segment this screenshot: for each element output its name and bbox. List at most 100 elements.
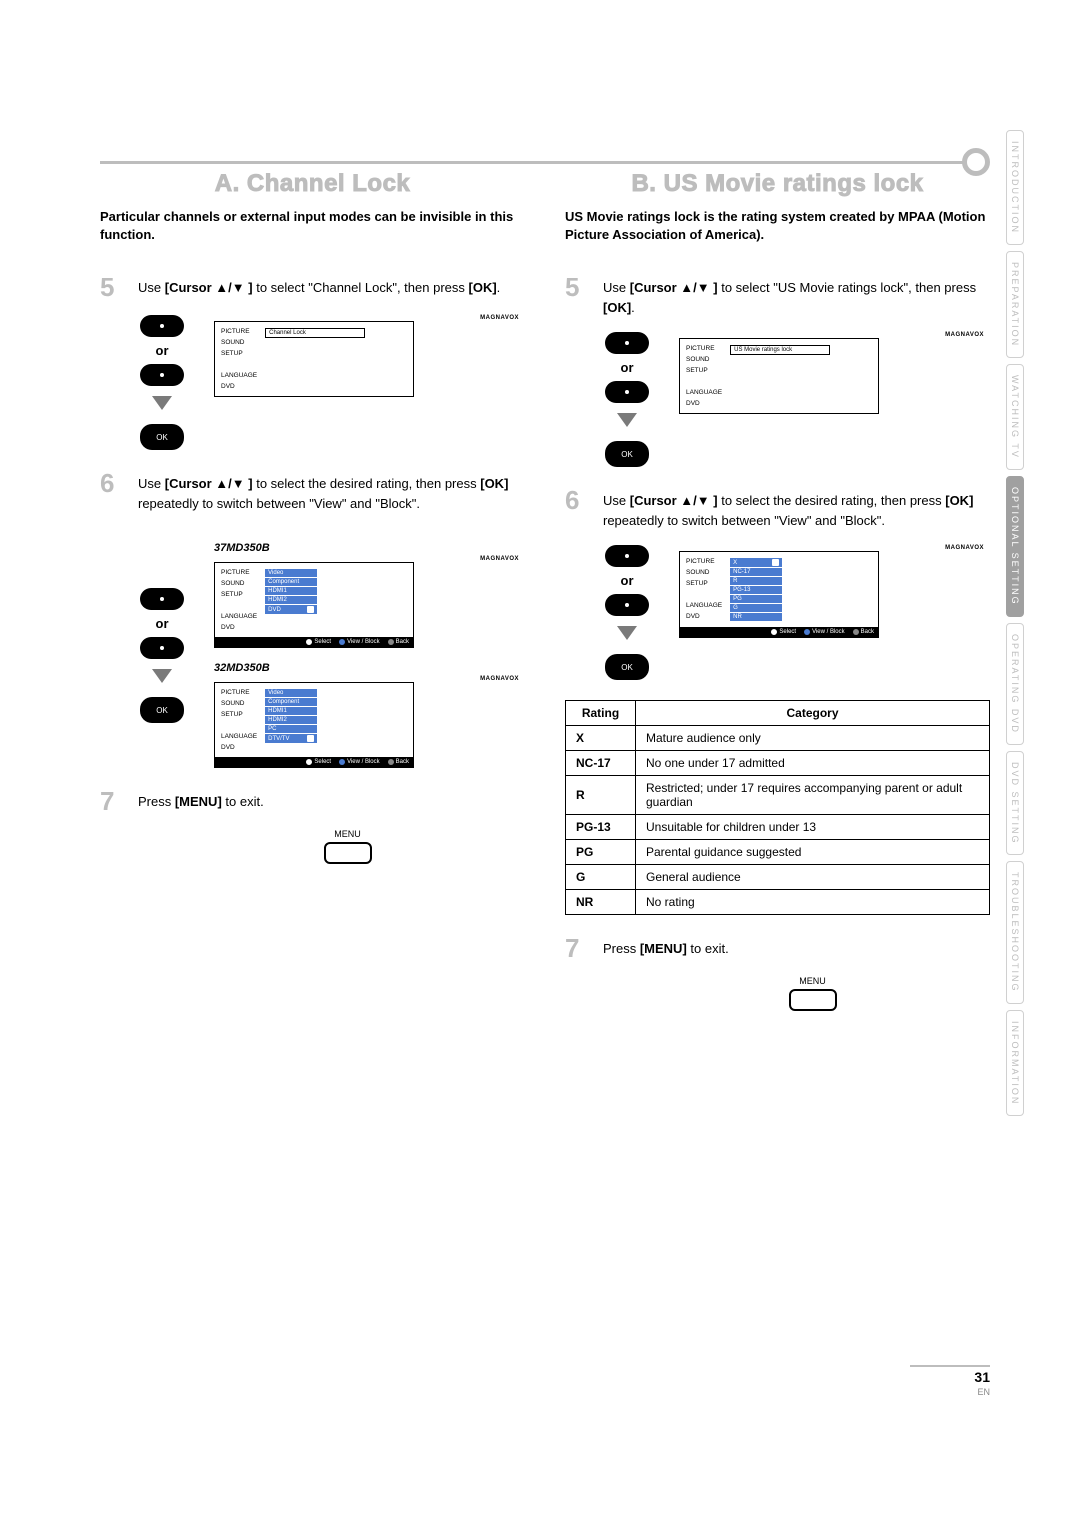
remote-control: or OK: [140, 588, 184, 723]
lock-icon: [307, 606, 314, 613]
category-cell: No rating: [636, 890, 990, 915]
menu-blue-item[interactable]: Component: [265, 698, 317, 706]
cursor-down-button[interactable]: [605, 381, 649, 403]
menu-panel-us-movie: PICTURESOUNDSETUP LANGUAGEDVD US Movie r…: [679, 338, 879, 414]
cursor-up-button[interactable]: [605, 332, 649, 354]
menu-blue-item[interactable]: NR: [730, 613, 782, 621]
menu-footer: Select View / Block Back: [215, 757, 413, 767]
menu-blue-item[interactable]: HDMI2: [265, 596, 317, 604]
remote-menu-b6: or OK MAGNAVOX PICTURESOUNDSETUP LANGUAG…: [605, 545, 990, 680]
side-tab[interactable]: OPTIONAL SETTING: [1006, 476, 1024, 617]
menu-left-item: LANGUAGE: [686, 602, 722, 609]
cursor-down-button[interactable]: [140, 637, 184, 659]
remote-menu-a6: or OK 37MD350B MAGNAVOX PICTURESOUNDSETU…: [140, 528, 525, 768]
menu-blue-item[interactable]: DTV/TV: [265, 734, 317, 743]
menu-button-shape[interactable]: [789, 989, 837, 1011]
menu-panel-ratings: PICTURESOUNDSETUP LANGUAGEDVD XNC-17RPG-…: [679, 551, 879, 638]
side-tab[interactable]: PREPARATION: [1006, 251, 1024, 358]
menu-blue-item[interactable]: Component: [265, 578, 317, 586]
remote-control: or OK: [605, 545, 649, 680]
menu-left-item: [221, 602, 257, 609]
menu-option-channel-lock[interactable]: Channel Lock: [265, 328, 365, 338]
menu-left-item: [221, 722, 257, 729]
menu-right-list: VideoComponentHDMI1HDMI2PCDTV/TV: [265, 689, 407, 751]
step-b7: 7 Press [MENU] to exit.: [565, 935, 990, 961]
menu-left-item: LANGUAGE: [221, 613, 257, 620]
ok-button[interactable]: OK: [140, 424, 184, 450]
menu-option-us-movie[interactable]: US Movie ratings lock: [730, 345, 830, 355]
menu-left-item: LANGUAGE: [221, 372, 257, 379]
step-number: 5: [100, 274, 126, 300]
ok-button[interactable]: OK: [605, 654, 649, 680]
menu-blue-item[interactable]: R: [730, 577, 782, 585]
cursor-up-button[interactable]: [605, 545, 649, 567]
menu-left-list: PICTURESOUNDSETUP LANGUAGEDVD: [221, 689, 257, 751]
side-tab[interactable]: DVD SETTING: [1006, 751, 1024, 856]
rating-cell: PG: [566, 840, 636, 865]
cursor-down-button[interactable]: [140, 364, 184, 386]
menu-blue-item[interactable]: PG-13: [730, 586, 782, 594]
step-b6: 6 Use [Cursor ▲/▼ ] to select the desire…: [565, 487, 990, 530]
or-label: or: [621, 573, 634, 588]
menu-blue-item[interactable]: HDMI1: [265, 707, 317, 715]
menu-left-item: LANGUAGE: [686, 389, 722, 396]
down-arrow-icon: [152, 396, 172, 410]
menu-left-item: [686, 378, 722, 385]
menu-left-item: SETUP: [686, 367, 722, 374]
or-label: or: [621, 360, 634, 375]
menu-footer: Select View / Block Back: [680, 627, 878, 637]
menu-left-list: PICTURESOUNDSETUP LANGUAGEDVD: [686, 558, 722, 621]
model-label-32: 32MD350B: [214, 662, 525, 674]
menu-left-item: [686, 591, 722, 598]
menu-blue-item[interactable]: Video: [265, 689, 317, 697]
model-label-37: 37MD350B: [214, 542, 525, 554]
side-tab[interactable]: WATCHING TV: [1006, 364, 1024, 470]
cursor-up-button[interactable]: [140, 315, 184, 337]
ok-button[interactable]: OK: [140, 697, 184, 723]
menu-left-item: SOUND: [221, 700, 257, 707]
menu-blue-item[interactable]: X: [730, 558, 782, 567]
menu-button-illustration: MENU: [635, 976, 990, 1011]
menu-left-item: PICTURE: [686, 345, 722, 352]
step-number: 5: [565, 274, 591, 300]
ok-button[interactable]: OK: [605, 441, 649, 467]
rule-circle: [962, 148, 990, 176]
side-tab[interactable]: OPERATING DVD: [1006, 623, 1024, 745]
step-text: Use [Cursor ▲/▼ ] to select "Channel Loc…: [138, 274, 500, 298]
menu-blue-item[interactable]: G: [730, 604, 782, 612]
side-tab[interactable]: INTRODUCTION: [1006, 130, 1024, 245]
page-lang: EN: [910, 1387, 990, 1397]
page-number: 31 EN: [910, 1365, 990, 1397]
rating-cell: R: [566, 776, 636, 815]
section-b-intro: US Movie ratings lock is the rating syst…: [565, 208, 990, 244]
menu-button-label: MENU: [635, 976, 990, 986]
menu-blue-item[interactable]: PC: [265, 725, 317, 733]
menu-panel-37: PICTURESOUNDSETUP LANGUAGEDVD VideoCompo…: [214, 562, 414, 648]
menu-left-item: LANGUAGE: [221, 733, 257, 740]
menu-left-item: SETUP: [221, 711, 257, 718]
side-tab[interactable]: TROUBLESHOOTING: [1006, 861, 1024, 1004]
menu-blue-item[interactable]: Video: [265, 569, 317, 577]
menu-button-shape[interactable]: [324, 842, 372, 864]
table-row: NC-17No one under 17 admitted: [566, 751, 990, 776]
step-a6: 6 Use [Cursor ▲/▼ ] to select the desire…: [100, 470, 525, 513]
table-row: XMature audience only: [566, 726, 990, 751]
side-tab[interactable]: INFORMATION: [1006, 1010, 1024, 1116]
cursor-up-button[interactable]: [140, 588, 184, 610]
menu-right-list: VideoComponentHDMI1HDMI2DVD: [265, 569, 407, 631]
or-label: or: [156, 616, 169, 631]
menu-blue-item[interactable]: NC-17: [730, 568, 782, 576]
step-text: Use [Cursor ▲/▼ ] to select the desired …: [138, 470, 525, 513]
menu-blue-item[interactable]: PG: [730, 595, 782, 603]
menu-footer: Select View / Block Back: [215, 637, 413, 647]
menu-blue-item[interactable]: DVD: [265, 605, 317, 614]
cursor-down-button[interactable]: [605, 594, 649, 616]
menu-blue-item[interactable]: HDMI1: [265, 587, 317, 595]
menu-left-item: SOUND: [221, 580, 257, 587]
down-arrow-icon: [617, 626, 637, 640]
remote-menu-a5: or OK MAGNAVOX PICTURESOUNDSETUP LANGUAG…: [140, 315, 525, 450]
category-cell: Unsuitable for children under 13: [636, 815, 990, 840]
menu-left-item: PICTURE: [221, 689, 257, 696]
menu-blue-item[interactable]: HDMI2: [265, 716, 317, 724]
menu-left-list: PICTURESOUNDSETUP LANGUAGEDVD: [221, 569, 257, 631]
